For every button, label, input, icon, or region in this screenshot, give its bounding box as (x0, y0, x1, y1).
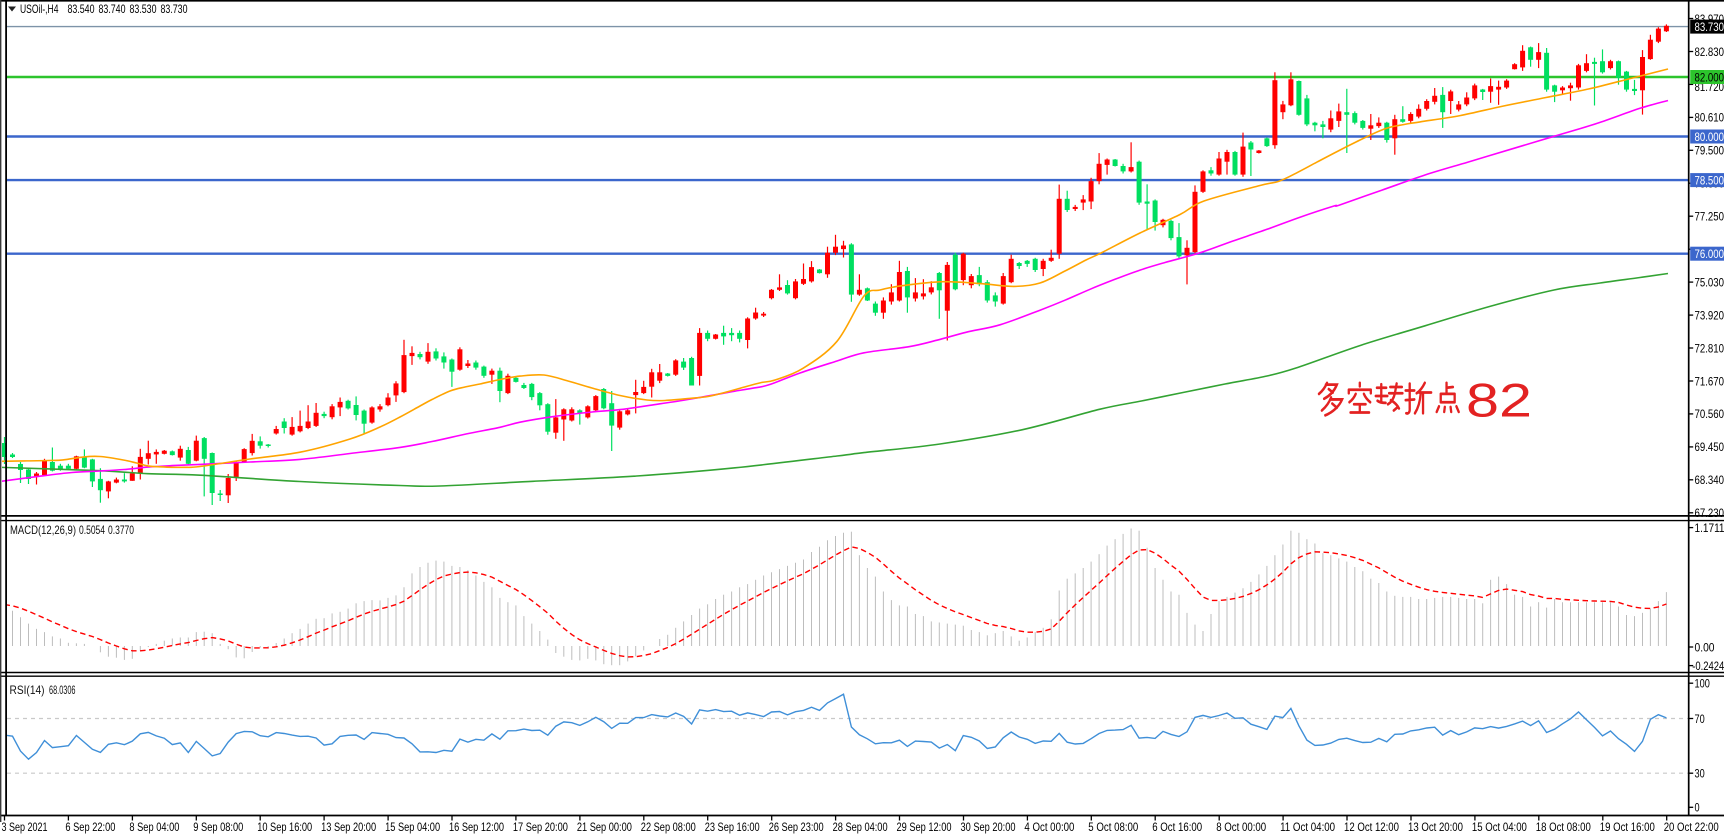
svg-text:100: 100 (1695, 677, 1711, 691)
svg-text:83.530: 83.530 (130, 2, 157, 16)
svg-text:71.670: 71.670 (1695, 374, 1724, 388)
svg-text:79.500: 79.500 (1695, 144, 1724, 158)
svg-text:6 Sep 22:00: 6 Sep 22:00 (65, 820, 115, 834)
svg-text:83.540: 83.540 (68, 2, 95, 16)
svg-text:29 Sep 12:00: 29 Sep 12:00 (897, 820, 952, 834)
svg-text:17 Sep 20:00: 17 Sep 20:00 (513, 820, 568, 834)
svg-text:4 Oct 00:00: 4 Oct 00:00 (1024, 820, 1074, 834)
svg-text:0.5054: 0.5054 (79, 523, 105, 537)
svg-text:8 Sep 04:00: 8 Sep 04:00 (129, 820, 179, 834)
svg-text:67.230: 67.230 (1695, 506, 1724, 520)
svg-text:16 Sep 12:00: 16 Sep 12:00 (449, 820, 504, 834)
svg-text:20 Oct 22:00: 20 Oct 22:00 (1664, 820, 1719, 834)
svg-text:76.000: 76.000 (1695, 247, 1724, 261)
svg-text:70: 70 (1695, 712, 1705, 726)
svg-text:MACD(12,26,9): MACD(12,26,9) (10, 523, 76, 537)
svg-text:28 Sep 04:00: 28 Sep 04:00 (833, 820, 888, 834)
svg-text:0.00: 0.00 (1695, 640, 1715, 654)
svg-text:5 Oct 08:00: 5 Oct 08:00 (1088, 820, 1138, 834)
svg-text:83.730: 83.730 (161, 2, 188, 16)
svg-text:15 Oct 04:00: 15 Oct 04:00 (1472, 820, 1527, 834)
svg-text:75.030: 75.030 (1695, 275, 1724, 289)
svg-text:1.1711: 1.1711 (1695, 521, 1724, 535)
svg-text:USOil-,H4: USOil-,H4 (20, 2, 59, 16)
svg-text:0.3770: 0.3770 (108, 523, 134, 537)
svg-text:82: 82 (1466, 374, 1532, 427)
svg-text:3 Sep 2021: 3 Sep 2021 (2, 820, 48, 834)
svg-text:0: 0 (1695, 801, 1700, 815)
svg-text:15 Sep 04:00: 15 Sep 04:00 (385, 820, 440, 834)
svg-text:68.340: 68.340 (1695, 473, 1724, 487)
svg-text:22 Sep 08:00: 22 Sep 08:00 (641, 820, 696, 834)
svg-text:23 Sep 16:00: 23 Sep 16:00 (705, 820, 760, 834)
svg-text:80.610: 80.610 (1695, 111, 1724, 125)
svg-text:-0.2424: -0.2424 (1692, 659, 1724, 673)
svg-text:RSI(14): RSI(14) (10, 683, 45, 697)
svg-text:21 Sep 00:00: 21 Sep 00:00 (577, 820, 632, 834)
svg-text:70.560: 70.560 (1695, 407, 1724, 421)
svg-text:83.730: 83.730 (1695, 20, 1724, 34)
svg-text:8 Oct 00:00: 8 Oct 00:00 (1216, 820, 1266, 834)
svg-text:13 Oct 20:00: 13 Oct 20:00 (1408, 820, 1463, 834)
svg-text:69.450: 69.450 (1695, 440, 1724, 454)
svg-text:11 Oct 04:00: 11 Oct 04:00 (1280, 820, 1335, 834)
svg-text:13 Sep 20:00: 13 Sep 20:00 (321, 820, 376, 834)
svg-text:26 Sep 23:00: 26 Sep 23:00 (769, 820, 824, 834)
svg-text:82.830: 82.830 (1695, 45, 1724, 59)
svg-text:78.500: 78.500 (1695, 173, 1724, 187)
svg-text:10 Sep 16:00: 10 Sep 16:00 (257, 820, 312, 834)
svg-text:19 Oct 16:00: 19 Oct 16:00 (1600, 820, 1655, 834)
svg-text:6 Oct 16:00: 6 Oct 16:00 (1152, 820, 1202, 834)
svg-text:80.000: 80.000 (1695, 130, 1724, 144)
svg-text:68.0306: 68.0306 (49, 683, 76, 697)
svg-text:30 Sep 20:00: 30 Sep 20:00 (961, 820, 1016, 834)
svg-text:83.740: 83.740 (99, 2, 126, 16)
svg-text:18 Oct 08:00: 18 Oct 08:00 (1536, 820, 1591, 834)
svg-text:77.250: 77.250 (1695, 210, 1724, 224)
svg-text:12 Oct 12:00: 12 Oct 12:00 (1344, 820, 1399, 834)
svg-text:82.000: 82.000 (1695, 70, 1724, 84)
svg-text:9 Sep 08:00: 9 Sep 08:00 (193, 820, 243, 834)
svg-text:30: 30 (1695, 767, 1705, 781)
svg-text:72.810: 72.810 (1695, 341, 1724, 355)
svg-text:73.920: 73.920 (1695, 308, 1724, 322)
